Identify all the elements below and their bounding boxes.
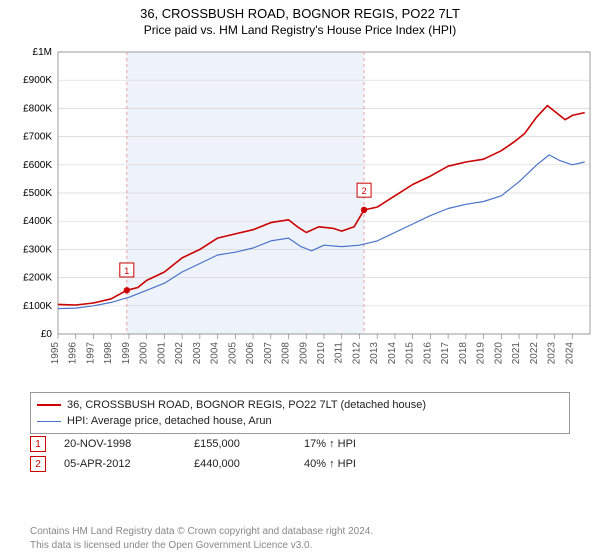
svg-text:£100K: £100K [23, 301, 52, 312]
legend-label: 36, CROSSBUSH ROAD, BOGNOR REGIS, PO22 7… [67, 399, 426, 411]
legend-swatch [37, 404, 61, 406]
legend-label: HPI: Average price, detached house, Arun [67, 415, 272, 427]
sale-marker-badge: 2 [30, 456, 46, 472]
svg-text:£0: £0 [41, 329, 53, 340]
page-subtitle: Price paid vs. HM Land Registry's House … [0, 23, 600, 37]
svg-text:£900K: £900K [23, 75, 52, 86]
svg-text:2020: 2020 [493, 342, 504, 365]
licence-line: Contains HM Land Registry data © Crown c… [30, 525, 570, 539]
sales-table: 1 20-NOV-1998 £155,000 17% ↑ HPI 2 05-AP… [30, 434, 570, 474]
price-chart: £0 £100K £200K £300K £400K £500K £600K £700K £80… [0, 44, 600, 384]
svg-text:£200K: £200K [23, 273, 52, 284]
table-row: 2 05-APR-2012 £440,000 40% ↑ HPI [30, 454, 570, 474]
licence-text: Contains HM Land Registry data © Crown c… [30, 525, 570, 552]
svg-text:2: 2 [362, 186, 367, 196]
svg-text:2010: 2010 [316, 342, 327, 365]
legend-swatch [37, 421, 61, 422]
svg-text:2024: 2024 [564, 342, 575, 365]
svg-text:2002: 2002 [174, 342, 185, 365]
svg-text:£400K: £400K [23, 216, 52, 227]
sale-date: 05-APR-2012 [64, 458, 194, 470]
svg-text:2009: 2009 [298, 342, 309, 365]
svg-text:2019: 2019 [476, 342, 487, 365]
svg-text:£300K: £300K [23, 244, 52, 255]
sale-price: £440,000 [194, 458, 304, 470]
sale-delta: 17% ↑ HPI [304, 438, 404, 450]
legend-item: 36, CROSSBUSH ROAD, BOGNOR REGIS, PO22 7… [37, 397, 563, 413]
sale-delta: 40% ↑ HPI [304, 458, 404, 470]
svg-text:£500K: £500K [23, 188, 52, 199]
svg-text:2021: 2021 [511, 342, 522, 365]
svg-text:2003: 2003 [192, 342, 203, 365]
svg-text:1998: 1998 [103, 342, 114, 365]
sale-marker-badge: 1 [30, 436, 46, 452]
svg-text:2018: 2018 [458, 342, 469, 365]
svg-text:2012: 2012 [351, 342, 362, 365]
table-row: 1 20-NOV-1998 £155,000 17% ↑ HPI [30, 434, 570, 454]
svg-text:2005: 2005 [227, 342, 238, 365]
svg-text:£600K: £600K [23, 160, 52, 171]
svg-text:2023: 2023 [547, 342, 558, 365]
svg-text:£1M: £1M [33, 47, 52, 58]
svg-text:£800K: £800K [23, 103, 52, 114]
svg-text:2004: 2004 [210, 342, 221, 365]
page-title: 36, CROSSBUSH ROAD, BOGNOR REGIS, PO22 7… [0, 6, 600, 21]
svg-text:£700K: £700K [23, 132, 52, 143]
svg-text:2017: 2017 [440, 342, 451, 365]
svg-text:2015: 2015 [405, 342, 416, 365]
svg-text:2013: 2013 [369, 342, 380, 365]
sale-price: £155,000 [194, 438, 304, 450]
svg-text:2006: 2006 [245, 342, 256, 365]
svg-text:1996: 1996 [68, 342, 79, 365]
svg-text:1997: 1997 [85, 342, 96, 365]
legend: 36, CROSSBUSH ROAD, BOGNOR REGIS, PO22 7… [30, 392, 570, 434]
svg-text:2008: 2008 [281, 342, 292, 365]
svg-text:1995: 1995 [50, 342, 61, 365]
svg-text:2016: 2016 [422, 342, 433, 365]
sale-date: 20-NOV-1998 [64, 438, 194, 450]
svg-text:2007: 2007 [263, 342, 274, 365]
svg-text:2001: 2001 [156, 342, 167, 365]
svg-text:1: 1 [124, 266, 129, 276]
legend-item: HPI: Average price, detached house, Arun [37, 413, 563, 429]
svg-text:2014: 2014 [387, 342, 398, 365]
licence-line: This data is licensed under the Open Gov… [30, 539, 570, 553]
svg-text:2011: 2011 [334, 342, 345, 364]
svg-text:1999: 1999 [121, 342, 132, 365]
svg-text:2000: 2000 [139, 342, 150, 365]
svg-text:2022: 2022 [529, 342, 540, 365]
